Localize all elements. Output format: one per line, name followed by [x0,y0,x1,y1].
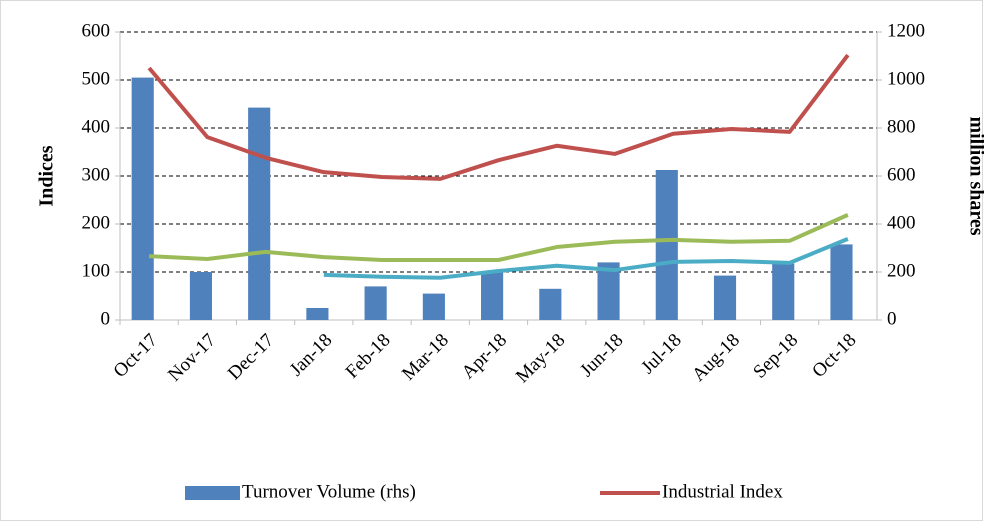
y-tick-label: 600 [82,20,111,41]
line-series [149,213,849,262]
y-tick-label: 200 [82,212,111,233]
y-tick-label: 100 [82,260,111,281]
bar [248,107,271,320]
y2-tick-label: 600 [887,164,916,185]
y-tick-label: 300 [82,164,111,185]
y2-tick-label: 1200 [887,20,925,41]
bar [655,170,678,320]
y2-tick-label: 800 [887,116,916,137]
bar [597,262,620,320]
bar [364,286,387,320]
y-axis-label: Indices [36,145,58,206]
bar [539,288,562,320]
y2-tick-label: 1000 [887,68,925,89]
bar [306,308,329,320]
bar [830,244,853,320]
y-tick-label: 500 [82,68,111,89]
y-tick-label: 0 [101,308,111,329]
legend-label: Industrial Index [662,481,783,502]
bar [713,275,737,320]
legend-swatch [185,486,240,500]
y2-tick-label: 400 [887,212,916,233]
line-series [147,53,850,181]
bar [772,263,795,320]
bar [189,272,213,320]
y2-tick-label: 0 [887,308,897,329]
bar [481,272,504,320]
bar [131,77,154,320]
y2-tick-label: 200 [887,260,916,281]
line-series [323,237,849,280]
y2-axis-label: million shares [965,116,984,235]
legend-label: Turnover Volume (rhs) [242,481,416,502]
bar [422,293,445,320]
y-tick-label: 400 [82,116,111,137]
